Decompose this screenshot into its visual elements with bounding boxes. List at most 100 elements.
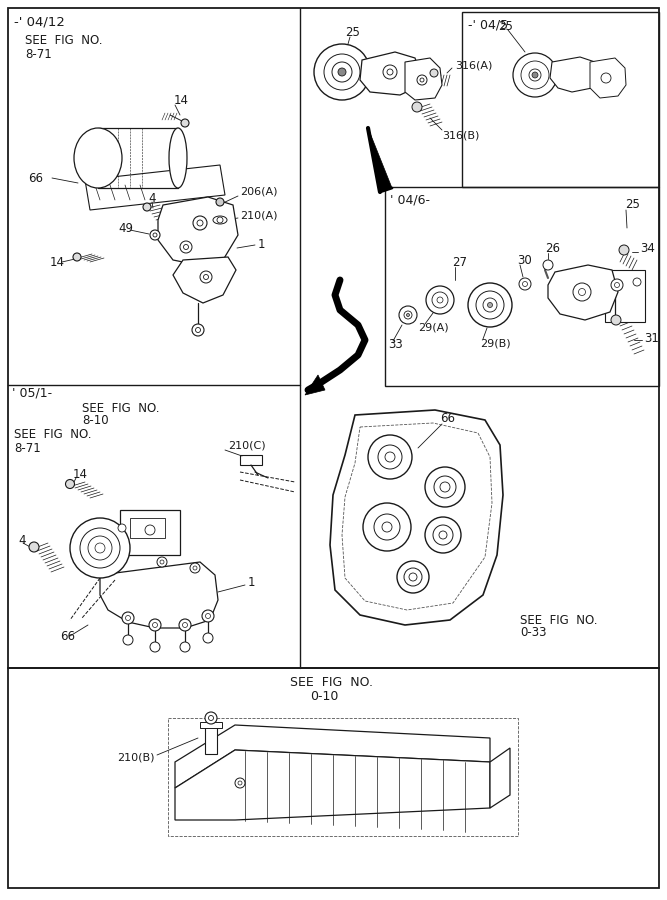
Bar <box>605 270 645 322</box>
Circle shape <box>324 54 360 90</box>
Polygon shape <box>330 410 503 625</box>
Text: SEE  FIG  NO.: SEE FIG NO. <box>14 428 91 442</box>
Text: 4: 4 <box>18 534 25 546</box>
Circle shape <box>202 610 214 622</box>
Circle shape <box>387 69 393 75</box>
Bar <box>8 668 659 888</box>
Circle shape <box>70 518 130 578</box>
Polygon shape <box>173 257 236 303</box>
Text: ' 05/1-: ' 05/1- <box>12 386 52 400</box>
Circle shape <box>529 69 541 81</box>
Circle shape <box>157 557 167 567</box>
Circle shape <box>29 542 39 552</box>
Circle shape <box>197 220 203 226</box>
Circle shape <box>238 781 242 785</box>
Polygon shape <box>548 265 618 320</box>
Text: 0-33: 0-33 <box>520 626 546 640</box>
Circle shape <box>200 271 212 283</box>
Text: 25: 25 <box>498 20 513 32</box>
Circle shape <box>183 245 189 249</box>
Text: 1: 1 <box>248 575 255 589</box>
Text: SEE  FIG  NO.: SEE FIG NO. <box>25 33 103 47</box>
Bar <box>385 187 659 386</box>
Circle shape <box>209 716 213 721</box>
Text: 66: 66 <box>28 172 43 184</box>
Text: 33: 33 <box>388 338 403 352</box>
Text: 8-10: 8-10 <box>82 415 109 428</box>
Text: 210(B): 210(B) <box>117 753 155 763</box>
Circle shape <box>145 525 155 535</box>
Text: -' 04/5: -' 04/5 <box>468 19 508 32</box>
Circle shape <box>417 75 427 85</box>
Circle shape <box>314 44 370 100</box>
Circle shape <box>385 452 395 462</box>
Bar <box>168 718 518 836</box>
Circle shape <box>382 522 392 532</box>
Polygon shape <box>100 562 218 628</box>
Circle shape <box>192 324 204 336</box>
Circle shape <box>543 260 553 270</box>
Circle shape <box>235 778 245 788</box>
Circle shape <box>143 203 151 211</box>
Bar <box>200 722 222 728</box>
Circle shape <box>513 53 557 97</box>
Bar <box>130 518 165 538</box>
Circle shape <box>404 311 412 319</box>
Circle shape <box>378 445 402 469</box>
Circle shape <box>483 298 497 312</box>
Circle shape <box>432 292 448 308</box>
Circle shape <box>521 61 549 89</box>
Circle shape <box>180 642 190 652</box>
Circle shape <box>95 543 105 553</box>
Circle shape <box>118 524 126 532</box>
Circle shape <box>160 560 164 564</box>
Circle shape <box>203 633 213 643</box>
Text: 25: 25 <box>625 199 640 212</box>
Circle shape <box>73 253 81 261</box>
Circle shape <box>578 289 586 295</box>
Polygon shape <box>360 52 420 95</box>
Circle shape <box>439 531 447 539</box>
Circle shape <box>425 517 461 553</box>
Text: 206(A): 206(A) <box>240 187 277 197</box>
Circle shape <box>217 217 223 223</box>
Circle shape <box>205 614 211 618</box>
Text: -' 04/12: -' 04/12 <box>14 15 65 29</box>
Circle shape <box>338 68 346 76</box>
Circle shape <box>149 619 161 631</box>
Bar <box>120 510 180 555</box>
Circle shape <box>153 233 157 237</box>
Circle shape <box>65 480 75 489</box>
Polygon shape <box>405 58 442 100</box>
Circle shape <box>633 278 641 286</box>
Circle shape <box>195 328 201 332</box>
Circle shape <box>150 642 160 652</box>
Circle shape <box>397 561 429 593</box>
Circle shape <box>203 274 209 280</box>
Text: 316(B): 316(B) <box>442 130 480 140</box>
Text: 210(C): 210(C) <box>228 440 265 450</box>
Text: 8-71: 8-71 <box>25 48 52 60</box>
Circle shape <box>368 435 412 479</box>
Circle shape <box>125 616 131 620</box>
Polygon shape <box>158 197 238 265</box>
Circle shape <box>205 712 217 724</box>
Text: 29(B): 29(B) <box>480 338 511 348</box>
Circle shape <box>183 623 187 627</box>
Polygon shape <box>590 58 626 98</box>
Text: 25: 25 <box>345 25 360 39</box>
Circle shape <box>193 216 207 230</box>
Circle shape <box>532 72 538 78</box>
Text: 26: 26 <box>545 241 560 255</box>
Text: 66: 66 <box>60 629 75 643</box>
Polygon shape <box>550 57 598 92</box>
Text: 0-10: 0-10 <box>310 690 338 704</box>
Circle shape <box>180 241 192 253</box>
Circle shape <box>179 619 191 631</box>
Circle shape <box>425 467 465 507</box>
Polygon shape <box>490 748 510 808</box>
Polygon shape <box>368 128 392 192</box>
Bar <box>205 726 217 754</box>
Circle shape <box>409 573 417 581</box>
Text: 14: 14 <box>73 467 88 481</box>
